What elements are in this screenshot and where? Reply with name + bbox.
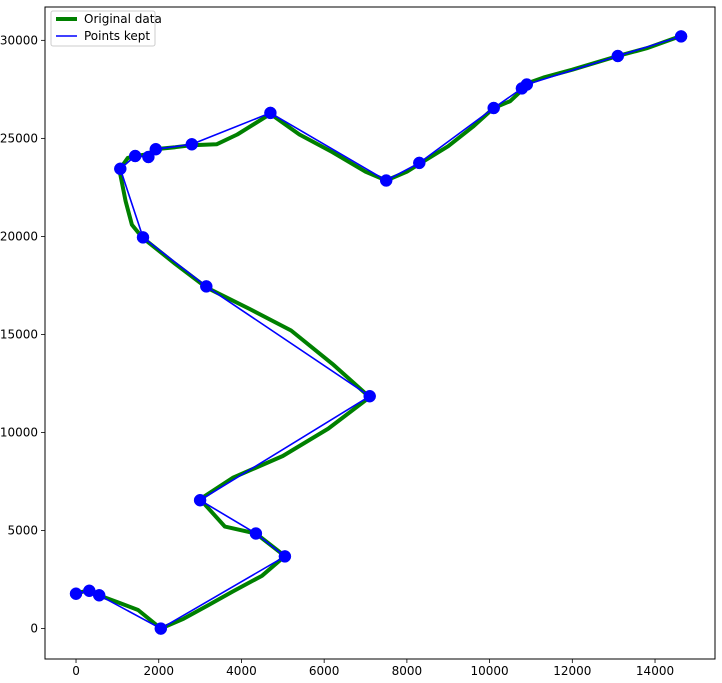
x-tick-label: 12000 — [553, 664, 591, 678]
kept-point-marker — [200, 280, 213, 293]
kept-point-marker — [92, 589, 106, 602]
x-tick-label: 4000 — [226, 664, 257, 678]
y-tick-label: 25000 — [0, 131, 38, 145]
x-tick-label: 14000 — [636, 664, 674, 678]
kept-point-marker — [674, 30, 688, 43]
kept-point-marker — [249, 527, 263, 540]
kept-point-marker — [142, 150, 155, 164]
kept-point-marker — [149, 142, 163, 156]
kept-point-marker — [69, 587, 83, 600]
x-tick-label: 0 — [72, 664, 80, 678]
y-tick-label: 20000 — [0, 229, 38, 243]
y-tick-label: 15000 — [0, 327, 38, 341]
x-tick-label: 10000 — [471, 664, 509, 678]
kept-point-marker — [128, 149, 142, 163]
y-tick-label: 0 — [30, 622, 38, 636]
legend: Original data Points kept — [50, 10, 162, 47]
kept-point-marker — [363, 389, 376, 403]
plot-frame — [44, 6, 716, 660]
x-axis: 0 2000 4000 6000 8000 10000 12000 14000 — [72, 659, 674, 678]
x-tick-label: 6000 — [309, 664, 340, 678]
kept-point-marker — [114, 162, 127, 176]
kept-point-marker — [379, 174, 393, 187]
kept-point-marker — [611, 49, 625, 63]
marker-layer — [69, 30, 688, 635]
legend-label-original: Original data — [84, 12, 162, 26]
kept-point-marker — [520, 78, 534, 91]
x-tick-label: 8000 — [392, 664, 423, 678]
y-tick-label: 10000 — [0, 426, 38, 440]
y-axis: 0 5000 10000 15000 20000 25000 30000 — [0, 33, 45, 636]
kept-point-marker — [413, 156, 426, 170]
kept-point-marker — [136, 231, 150, 244]
kept-point-marker — [154, 622, 168, 635]
kept-point-marker — [185, 138, 199, 151]
kept-point-marker — [278, 550, 292, 563]
x-tick-label: 2000 — [143, 664, 174, 678]
y-tick-label: 5000 — [7, 524, 38, 538]
kept-point-marker — [264, 106, 277, 120]
y-tick-label: 30000 — [0, 33, 38, 47]
legend-label-kept: Points kept — [84, 29, 150, 43]
plot-background — [45, 7, 715, 659]
kept-point-marker — [487, 101, 500, 115]
kept-point-marker — [193, 493, 207, 507]
